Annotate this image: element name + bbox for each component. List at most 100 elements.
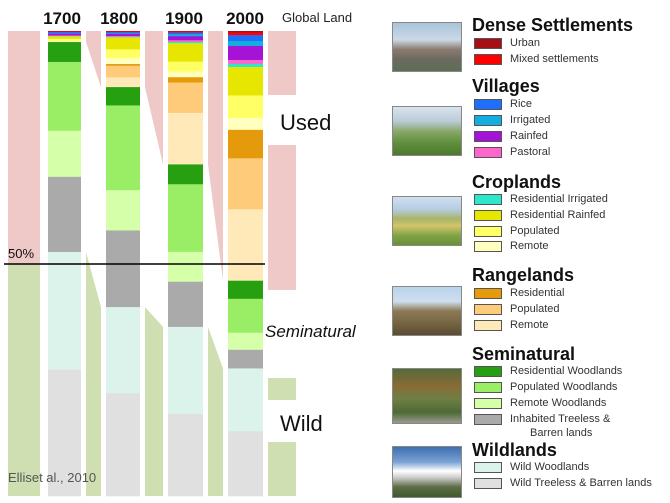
label-rangeland-populated: Populated <box>510 303 560 315</box>
label-irrigated: Irrigated <box>510 114 551 126</box>
label-rice: Rice <box>510 98 533 110</box>
bar-2000-segment-rpop <box>228 158 263 210</box>
legend-title-dense-settlements: Dense Settlements <box>472 15 634 35</box>
swatch-wild-treeless <box>474 478 502 489</box>
bar-1900-segment-reswood <box>168 164 203 185</box>
wild-band-left <box>8 263 40 496</box>
chart-title: Global Land <box>282 10 352 25</box>
city-photo <box>392 22 462 72</box>
swatch-rainfed <box>474 131 502 142</box>
bar-1700-segment-wwood <box>48 251 81 371</box>
bar-1900-segment-resrain <box>168 43 203 62</box>
swatch-residential-woodlands <box>474 366 502 377</box>
bar-2000-segment-urban <box>228 31 263 33</box>
source-citation: Elliset al., 2010 <box>8 470 96 485</box>
swatch-wild-woodlands <box>474 462 502 473</box>
swatch-mixed <box>474 54 502 65</box>
swatch-residential-rainfed <box>474 210 502 221</box>
bar-2000-segment-pastoral <box>228 59 263 65</box>
bar-1700-segment-wtree <box>48 369 81 497</box>
swatch-residential-irrigated <box>474 194 502 205</box>
bar-1900-segment-remwood <box>168 251 203 283</box>
bar-1800-segment-irrig <box>106 32 140 35</box>
label-inhabited-treeless: Inhabited Treeless & <box>510 413 611 425</box>
bar-1900-segment-rainfed <box>168 36 203 41</box>
swatch-cropland-populated <box>474 226 502 237</box>
label-wild-woodlands: Wild Woodlands <box>510 461 590 473</box>
region-label-seminatural: Seminatural <box>265 322 357 341</box>
label-rangeland-remote: Remote <box>510 319 549 331</box>
bar-1700-segment-crem <box>48 40 81 43</box>
bar-1800-segment-treeless <box>106 230 140 308</box>
used-band-left <box>8 31 40 264</box>
bar-1700-segment-remwood <box>48 130 81 178</box>
bar-1900-segment-wtree <box>168 414 203 497</box>
bar-2000-segment-remwood <box>228 332 263 351</box>
region-label-wild: Wild <box>280 411 323 436</box>
bar-2000-segment-cpop <box>228 95 263 119</box>
used-connector-0 <box>86 31 101 88</box>
swatch-rangeland-populated <box>474 304 502 315</box>
bar-1800-segment-rice <box>106 32 140 34</box>
year-label-1800: 1800 <box>100 9 138 28</box>
bar-1700-segment-reswood <box>48 42 81 63</box>
legend-title-croplands: Croplands <box>472 172 562 192</box>
year-label-1900: 1900 <box>165 9 203 28</box>
wild-connector-0 <box>86 251 101 496</box>
swatch-rangeland-remote <box>474 320 502 331</box>
bar-1700-segment-urban <box>48 31 81 32</box>
label-rainfed: Rainfed <box>510 130 548 142</box>
label-urban: Urban <box>510 37 540 49</box>
mountain-photo <box>392 446 462 498</box>
forest-photo <box>392 368 462 424</box>
bar-1800-segment-resrain <box>106 37 140 50</box>
bar-1900-segment-popwood <box>168 184 203 253</box>
label-residential-irrigated: Residential Irrigated <box>510 193 608 205</box>
bar-1800-segment-mixed <box>106 31 140 33</box>
bar-1700-segment-cpop <box>48 38 81 42</box>
bar-1700-segment-resirr <box>48 36 81 37</box>
bar-1800-segment-resirr <box>106 36 140 38</box>
bar-1800-segment-popwood <box>106 105 140 191</box>
bar-2000-segment-irrig <box>228 41 263 47</box>
label-inhabited-treeless-line2: Barren lands <box>530 427 593 439</box>
bar-1700-segment-popwood <box>48 61 81 132</box>
bar-1800-segment-pastoral <box>106 36 140 38</box>
seminatural-label-bg <box>264 315 390 345</box>
swatch-inhabited-treeless <box>474 414 502 425</box>
bar-1700-segment-treeless <box>48 176 81 253</box>
village-photo <box>392 106 462 156</box>
bar-1700-segment-irrig <box>48 32 81 34</box>
year-label-1700: 1700 <box>43 9 81 28</box>
label-populated-woodlands: Populated Woodlands <box>510 381 618 393</box>
legend: Dense Settlements Urban Mixed settlement… <box>390 0 670 503</box>
bar-1800-segment-rres <box>106 64 140 67</box>
bar-2000-segment-resrain <box>228 66 263 96</box>
bar-2000-segment-popwood <box>228 298 263 334</box>
bar-1700-segment-rice <box>48 31 81 34</box>
bar-1800-segment-rainfed <box>106 33 140 37</box>
bar-1800-segment-remwood <box>106 190 140 231</box>
bar-1700-segment-pastoral <box>48 35 81 37</box>
bar-2000-segment-resirr <box>228 63 263 68</box>
stacked-bar-chart: Global Land 1700 1800 1900 2000 50% Used… <box>4 9 390 497</box>
bar-1800-segment-crem <box>106 58 140 65</box>
bar-1800-segment-reswood <box>106 87 140 106</box>
legend-title-rangelands: Rangelands <box>472 265 575 285</box>
bar-1800-segment-rrem <box>106 77 140 88</box>
bar-1900-segment-rice <box>168 32 203 35</box>
bar-1700-segment-resrain <box>48 36 81 40</box>
threshold-label: 50% <box>8 246 34 261</box>
bar-2000-segment-mixed <box>228 32 263 36</box>
wild-connector-1 <box>145 307 163 496</box>
legend-title-wildlands: Wildlands <box>472 440 557 460</box>
bar-2000-segment-rice <box>228 35 263 42</box>
swatch-populated-woodlands <box>474 382 502 393</box>
wild-connector-2 <box>208 326 223 496</box>
bar-1800-segment-wwood <box>106 307 140 394</box>
bar-2000-segment-wwood <box>228 368 263 432</box>
label-remote-woodlands: Remote Woodlands <box>510 397 607 409</box>
bar-2000-segment-rrem <box>228 209 263 282</box>
bar-1700-segment-mixed <box>48 31 81 33</box>
bar-1900-segment-wwood <box>168 326 203 415</box>
